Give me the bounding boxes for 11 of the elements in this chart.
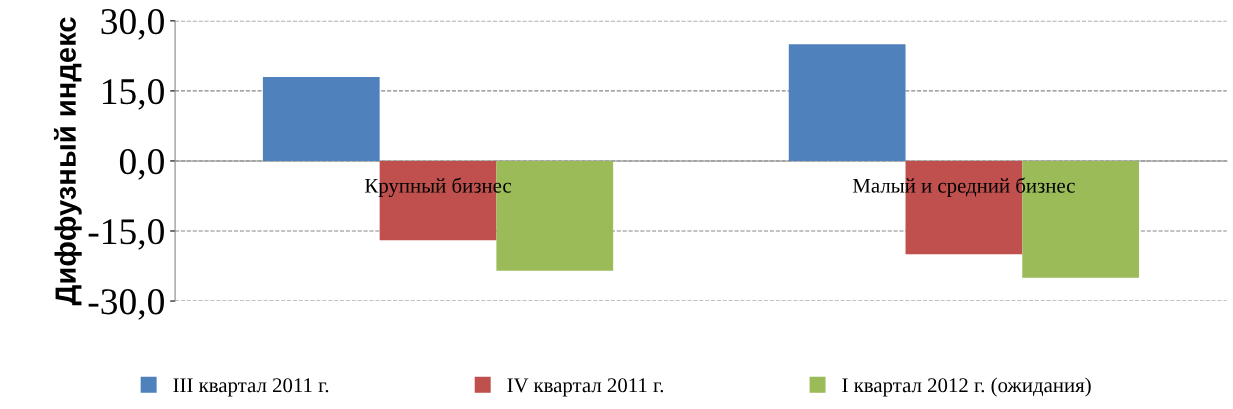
bar xyxy=(788,44,906,161)
legend-label: I квартал 2012 г. (ожидания) xyxy=(842,377,1091,397)
y-tick-label: -30,0 xyxy=(88,289,164,320)
legend-label: IV квартал 2011 г. xyxy=(507,378,664,397)
y-tick-label: -15,0 xyxy=(88,219,164,250)
y-axis-title: Диффузный индекс xyxy=(53,17,82,306)
y-tick-label: 15,0 xyxy=(103,78,164,110)
bar xyxy=(262,76,380,161)
y-tick-label: 0,0 xyxy=(119,149,164,180)
legend-label: III квартал 2011 г. xyxy=(173,378,329,397)
y-tick-label: 30,0 xyxy=(101,8,164,40)
